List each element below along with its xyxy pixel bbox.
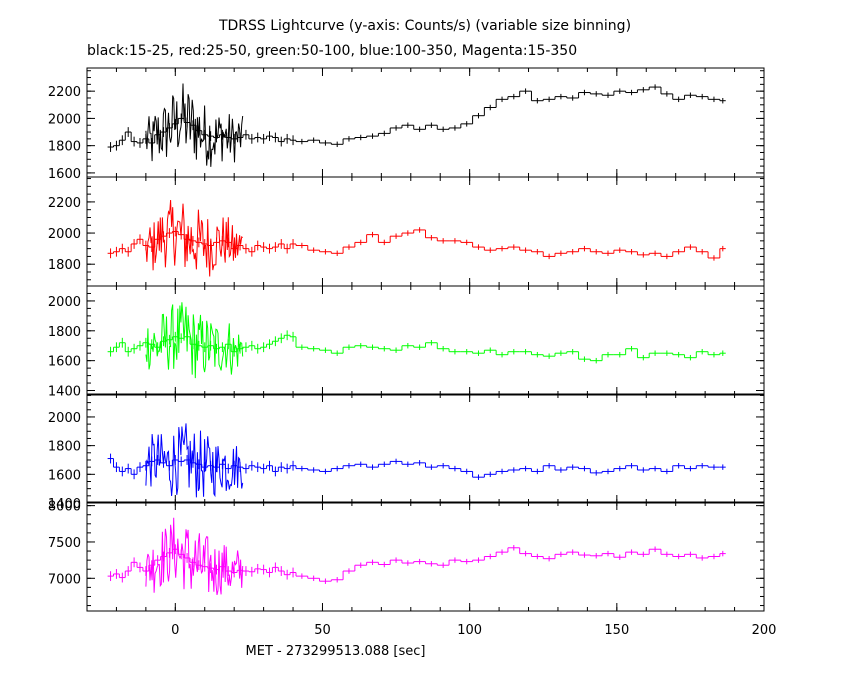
x-tick-label: 0 [171,623,179,638]
x-tick-label: 50 [314,623,331,638]
x-tick-label: 150 [604,623,629,638]
series-2 [107,302,726,379]
x-axis-label: MET - 273299513.088 [sec] [246,644,426,659]
panel-frame [86,501,765,612]
series-4 [107,517,726,596]
noisy-segment [145,83,244,167]
x-tick-label: 100 [457,623,482,638]
y-tick-label: 7500 [48,536,81,551]
noisy-segment [145,517,244,596]
y-tick-label: 1800 [48,325,81,340]
y-tick-label: 8000 [48,500,81,515]
y-tick-label: 1400 [48,385,81,400]
noisy-segment [145,423,244,498]
x-tick-label: 200 [752,623,777,638]
noisy-segment [145,199,243,277]
y-tick-label: 1800 [48,258,81,273]
series-0 [107,83,726,167]
y-tick-label: 2200 [48,85,81,100]
panel-frame [86,393,765,504]
y-tick-label: 7000 [48,572,81,587]
chart-subtitle: black:15-25, red:25-50, green:50-100, bl… [87,43,578,59]
panel-frame [86,285,765,396]
y-tick-label: 1400 [48,497,81,512]
y-tick-label: 2000 [48,295,81,310]
y-tick-label: 1600 [48,167,81,182]
noisy-segment [145,302,244,379]
y-tick-label: 1600 [48,355,81,370]
y-tick-label: 1800 [48,140,81,155]
y-tick-label: 2000 [48,411,81,426]
series-1 [107,199,726,277]
y-tick-label: 2200 [48,196,81,211]
y-tick-label: 2000 [48,227,81,242]
y-tick-label: 1600 [48,468,81,483]
y-tick-label: 2000 [48,112,81,127]
series-3 [107,423,726,498]
y-tick-label: 1800 [48,440,81,455]
chart-title: TDRSS Lightcurve (y-axis: Counts/s) (var… [218,18,632,34]
